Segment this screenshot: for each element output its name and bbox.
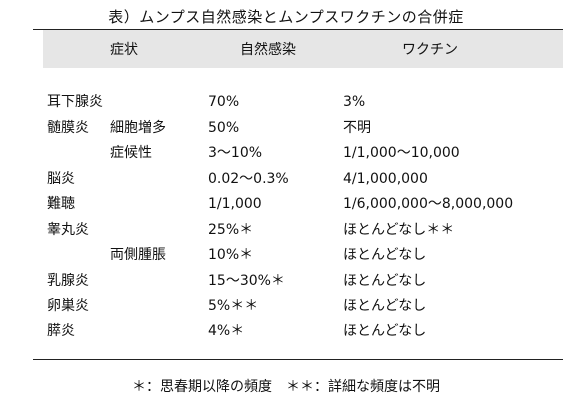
- header-natural-infection: 自然感染: [240, 42, 296, 58]
- footnote: ＊：思春期以降の頻度 ＊＊：詳細な頻度は不明: [132, 379, 440, 395]
- row-natural-value: 25%＊: [208, 222, 254, 238]
- row-vaccine-value: ほとんどなし: [343, 323, 427, 339]
- row-natural-value: 15～30%＊: [208, 273, 285, 289]
- row-sub-label: 細胞増多: [110, 120, 166, 136]
- table-title: 表）ムンプス自然感染とムンプスワクチンの合併症: [108, 8, 464, 26]
- row-vaccine-value: 3%: [343, 94, 366, 110]
- table-header-band: [43, 30, 563, 68]
- row-natural-value: 5%＊＊: [208, 298, 259, 314]
- row-vaccine-value: 4/1,000,000: [343, 171, 428, 187]
- row-natural-value: 0.02～0.3%: [208, 171, 289, 187]
- row-vaccine-value: 不明: [343, 120, 371, 136]
- row-main-label: 膵炎: [47, 323, 75, 339]
- row-vaccine-value: ほとんどなし: [343, 247, 427, 263]
- row-main-label: 脳炎: [47, 171, 75, 187]
- table-top-rule: [33, 29, 563, 30]
- row-main-label: 卵巣炎: [47, 298, 89, 314]
- row-sub-label: 両側腫脹: [110, 247, 166, 263]
- row-vaccine-value: ほとんどなし: [343, 273, 427, 289]
- row-sub-label: 症候性: [110, 145, 152, 161]
- row-natural-value: 3～10%: [208, 145, 263, 161]
- row-natural-value: 1/1,000: [208, 196, 262, 212]
- row-main-label: 難聴: [47, 196, 75, 212]
- row-main-label: 睾丸炎: [47, 222, 89, 238]
- header-vaccine: ワクチン: [402, 42, 458, 58]
- header-symptom: 症状: [110, 42, 138, 58]
- row-main-label: 乳腺炎: [47, 273, 89, 289]
- row-natural-value: 50%: [208, 120, 240, 136]
- table-bottom-rule: [33, 359, 563, 360]
- row-natural-value: 4%＊: [208, 323, 245, 339]
- row-vaccine-value: ほとんどなし＊＊: [343, 222, 455, 238]
- row-main-label: 耳下腺炎: [47, 94, 103, 110]
- row-natural-value: 70%: [208, 94, 240, 110]
- row-main-label: 髄膜炎: [47, 120, 89, 136]
- row-vaccine-value: 1/1,000～10,000: [343, 145, 460, 161]
- row-natural-value: 10%＊: [208, 247, 254, 263]
- row-vaccine-value: ほとんどなし: [343, 298, 427, 314]
- row-vaccine-value: 1/6,000,000～8,000,000: [343, 196, 514, 212]
